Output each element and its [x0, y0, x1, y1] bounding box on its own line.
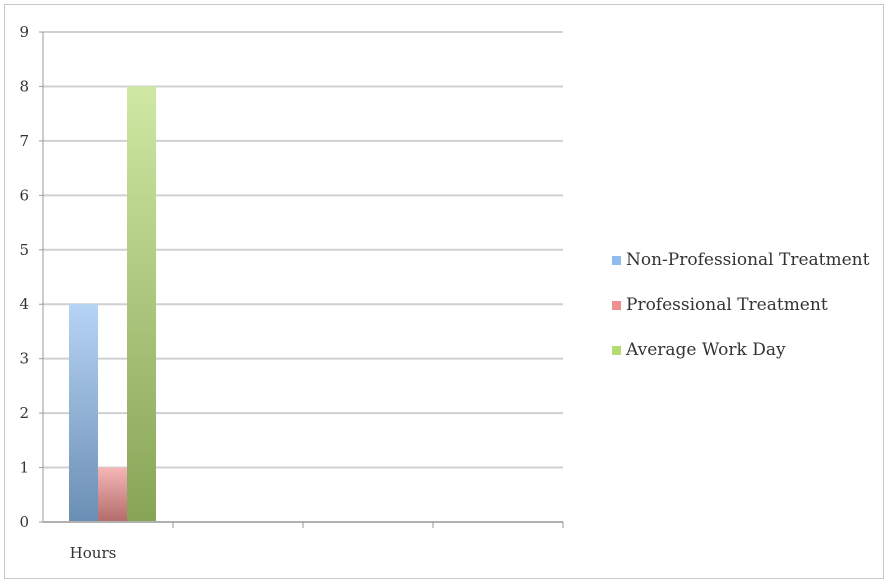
legend-item-non-professional: Non-Professional Treatment [612, 249, 869, 271]
y-tick-label: 0 [19, 513, 29, 531]
bar-chart: 0 1 2 3 4 5 6 7 8 9 Hours [19, 23, 564, 562]
legend-label-professional: Professional Treatment [626, 295, 828, 315]
chart-frame: 0 1 2 3 4 5 6 7 8 9 Hours Non-Professional Treatme… [4, 4, 884, 579]
y-tick-label: 6 [19, 186, 29, 204]
legend-label-average-work-day: Average Work Day [626, 340, 786, 360]
y-tick-label: 1 [19, 459, 29, 477]
bar-average-work-day [127, 86, 156, 522]
axes [39, 31, 564, 528]
gridlines [43, 31, 563, 469]
x-tick-label: Hours [70, 544, 117, 562]
y-tick-label: 4 [19, 295, 29, 313]
bars [69, 86, 156, 522]
legend-swatch-non-professional [612, 255, 621, 265]
y-tick-label: 5 [19, 241, 29, 259]
y-tick-label: 8 [19, 77, 29, 95]
tick-labels: 0 1 2 3 4 5 6 7 8 9 Hours [19, 23, 116, 562]
y-tick-label: 2 [19, 404, 29, 422]
bar-professional-treatment [98, 467, 127, 522]
legend-item-professional: Professional Treatment [612, 294, 869, 316]
legend-label-non-professional: Non-Professional Treatment [626, 250, 870, 270]
bar-non-professional-treatment [69, 304, 98, 522]
legend-swatch-professional [612, 300, 621, 310]
y-tick-label: 3 [19, 350, 29, 368]
y-tick-label: 7 [19, 132, 29, 150]
y-tick-label: 9 [19, 23, 29, 41]
legend-swatch-average-work-day [612, 345, 621, 355]
legend: Non-Professional Treatment Professional … [612, 249, 869, 384]
legend-item-average-work-day: Average Work Day [612, 339, 869, 361]
